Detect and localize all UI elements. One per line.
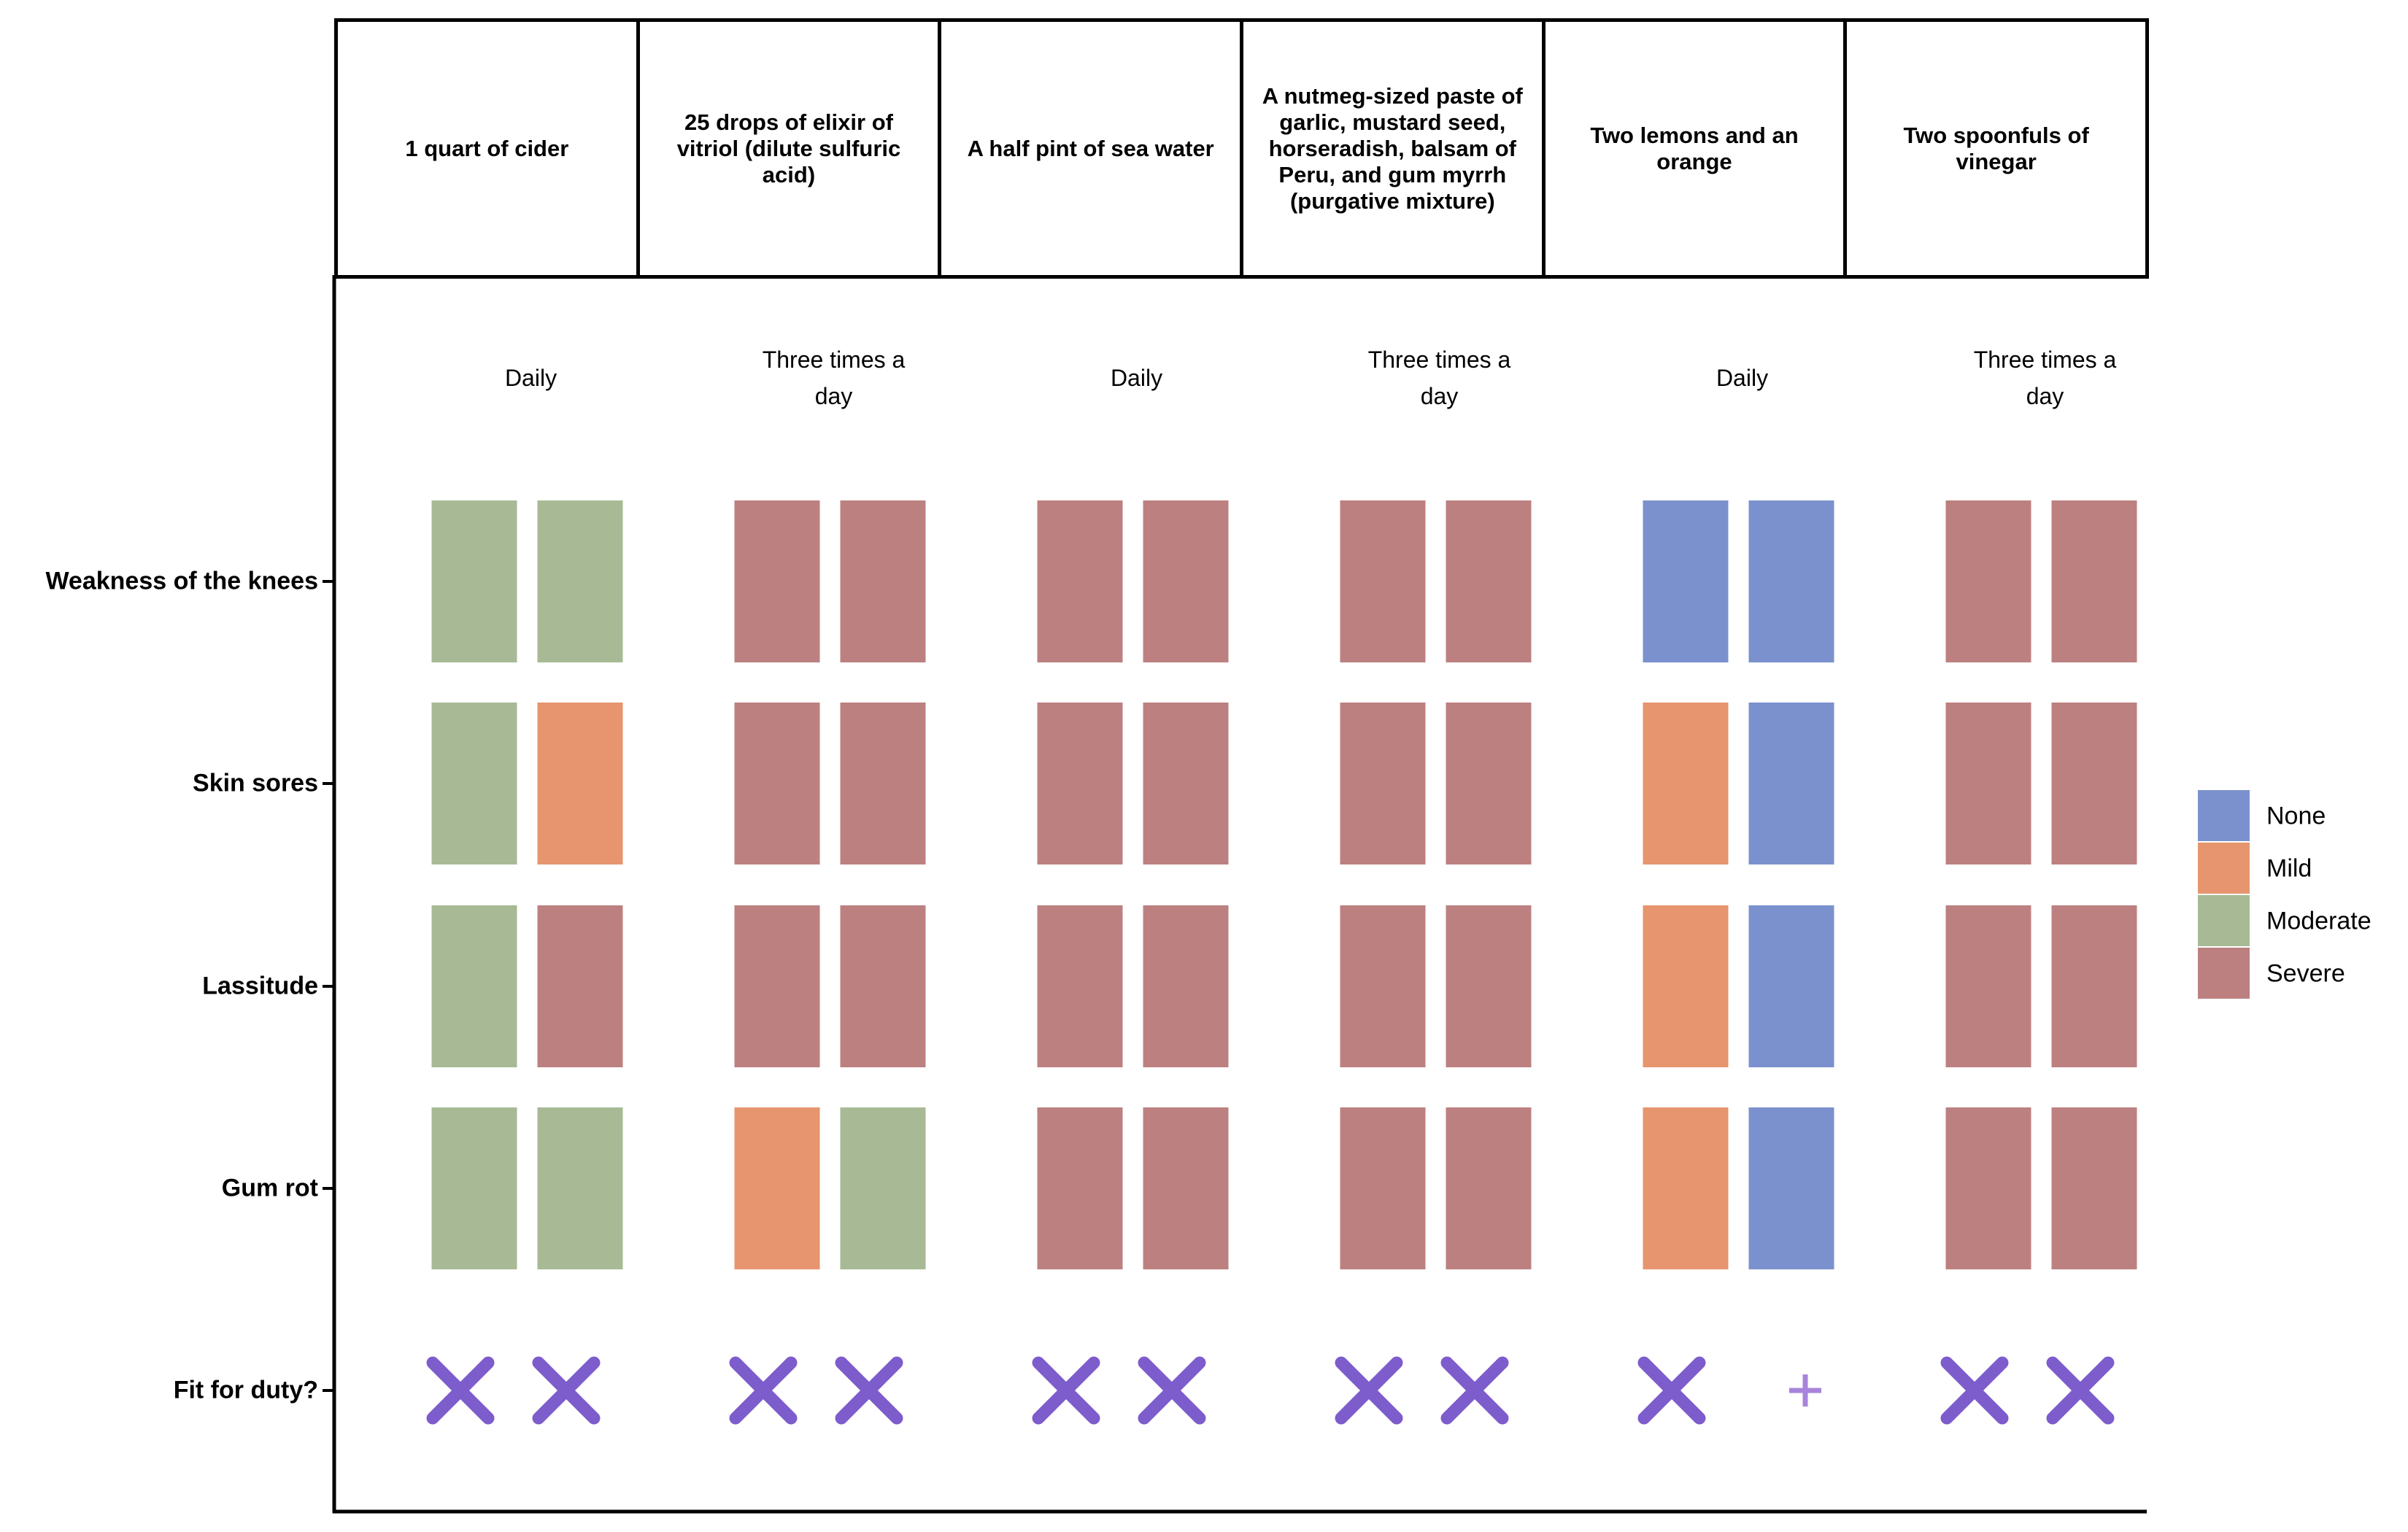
treatment-label: 25 drops of elixir of vitriol (dilute su…: [676, 109, 901, 187]
legend-label-severe: Severe: [2266, 959, 2345, 988]
frequency-label-6: Three times a day: [1973, 347, 2117, 409]
tile-t6-skin-sores-p1-severe: [1945, 703, 2031, 864]
tile-t4-lassitude-p1-severe: [1340, 905, 1426, 1067]
legend-label-moderate: Moderate: [2266, 907, 2372, 935]
frequency-label-3: Daily: [1110, 365, 1163, 391]
fit-cross-t5-p1: [1637, 1356, 1706, 1425]
tile-t3-gum-rot-p2-severe: [1143, 1107, 1229, 1269]
tile-t5-lassitude-p2-none: [1748, 905, 1834, 1067]
tile-t5-skin-sores-p2-none: [1748, 703, 1834, 864]
tile-t2-skin-sores-p2-severe: [840, 703, 926, 864]
tile-t6-lassitude-p1-severe: [1945, 905, 2031, 1067]
treatment-label: Two lemons and an orange: [1590, 122, 1799, 174]
tile-t1-weakness-of-the-knees-p1-moderate: [431, 500, 517, 662]
legend-label-none: None: [2266, 802, 2326, 830]
tile-t1-gum-rot-p2-moderate: [537, 1107, 623, 1269]
fit-markers: [426, 1356, 2115, 1425]
row-label-gum-rot: Gum rot: [221, 1174, 318, 1202]
legend-key-moderate: [2198, 895, 2250, 946]
legend-keys: [2198, 790, 2250, 999]
treatment-label: Two spoonfuls of vinegar: [1903, 122, 2089, 174]
tile-t6-gum-rot-p2-severe: [2051, 1107, 2137, 1269]
treatment-header-4: A nutmeg-sized paste of garlic, mustard …: [1240, 18, 1545, 279]
tile-t5-weakness-of-the-knees-p2-none: [1748, 500, 1834, 662]
treatment-label: A half pint of sea water: [967, 135, 1214, 161]
tile-t2-lassitude-p1-severe: [734, 905, 820, 1067]
tile-t2-lassitude-p2-severe: [840, 905, 926, 1067]
legend-key-none: [2198, 790, 2250, 841]
treatment-header-2: 25 drops of elixir of vitriol (dilute su…: [636, 18, 942, 279]
tile-t3-weakness-of-the-knees-p1-severe: [1037, 500, 1123, 662]
tile-t4-gum-rot-p1-severe: [1340, 1107, 1426, 1269]
tile-t2-weakness-of-the-knees-p1-severe: [734, 500, 820, 662]
fit-cross-t2-p2: [835, 1356, 903, 1425]
tile-t1-skin-sores-p1-moderate: [431, 703, 517, 864]
frequency-label-4: Three times a day: [1367, 347, 1511, 409]
tile-t5-skin-sores-p1-mild: [1643, 703, 1729, 864]
tile-t4-gum-rot-p2-severe: [1446, 1107, 1532, 1269]
tile-t2-gum-rot-p2-moderate: [840, 1107, 926, 1269]
tile-t3-gum-rot-p1-severe: [1037, 1107, 1123, 1269]
tile-t1-weakness-of-the-knees-p2-moderate: [537, 500, 623, 662]
tile-t2-skin-sores-p1-severe: [734, 703, 820, 864]
tile-t2-weakness-of-the-knees-p2-severe: [840, 500, 926, 662]
tile-t1-lassitude-p2-severe: [537, 905, 623, 1067]
tile-t1-lassitude-p1-moderate: [431, 905, 517, 1067]
tile-t1-skin-sores-p2-mild: [537, 703, 623, 864]
tile-t4-lassitude-p2-severe: [1446, 905, 1532, 1067]
fit-cross-t2-p1: [729, 1356, 798, 1425]
fit-cross-t3-p2: [1138, 1356, 1206, 1425]
frequency-label-1: Daily: [504, 365, 557, 391]
fit-cross-t1-p2: [532, 1356, 601, 1425]
tile-t5-gum-rot-p2-none: [1748, 1107, 1834, 1269]
tile-t6-lassitude-p2-severe: [2051, 905, 2137, 1067]
tile-t5-lassitude-p1-mild: [1643, 905, 1729, 1067]
tile-t2-gum-rot-p1-mild: [734, 1107, 820, 1269]
tile-t6-gum-rot-p1-severe: [1945, 1107, 2031, 1269]
treatment-header-6: Two spoonfuls of vinegar: [1843, 18, 2149, 279]
tile-t6-weakness-of-the-knees-p2-severe: [2051, 500, 2137, 662]
fit-plus-t5-p2: [1789, 1374, 1821, 1407]
tile-t3-weakness-of-the-knees-p2-severe: [1143, 500, 1229, 662]
tile-t6-skin-sores-p2-severe: [2051, 703, 2137, 864]
fit-cross-t4-p2: [1440, 1356, 1509, 1425]
row-label-fit-for-duty: Fit for duty?: [173, 1376, 318, 1404]
treatment-header-5: Two lemons and an orange: [1541, 18, 1848, 279]
fit-cross-t6-p1: [1940, 1356, 2009, 1425]
treatment-label: A nutmeg-sized paste of garlic, mustard …: [1262, 82, 1523, 214]
tile-t3-lassitude-p1-severe: [1037, 905, 1123, 1067]
axis-lines: [323, 275, 2147, 1514]
tile-t4-weakness-of-the-knees-p2-severe: [1446, 500, 1532, 662]
row-label-weakness-of-the-knees: Weakness of the knees: [45, 567, 318, 595]
frequency-label-2: Three times a day: [762, 347, 906, 409]
frequency-label-5: Daily: [1716, 365, 1769, 391]
row-label-skin-sores: Skin sores: [193, 769, 318, 797]
legend-label-mild: Mild: [2266, 854, 2312, 883]
treatment-header-1: 1 quart of cider: [334, 18, 640, 279]
treatment-header-3: A half pint of sea water: [938, 18, 1243, 279]
tile-t3-skin-sores-p2-severe: [1143, 703, 1229, 864]
fit-cross-t6-p2: [2046, 1356, 2115, 1425]
tile-t5-gum-rot-p1-mild: [1643, 1107, 1729, 1269]
legend-key-mild: [2198, 843, 2250, 894]
tile-t5-weakness-of-the-knees-p1-none: [1643, 500, 1729, 662]
severity-tiles: [431, 500, 2137, 1269]
fit-cross-t4-p1: [1335, 1356, 1403, 1425]
treatment-label: 1 quart of cider: [405, 135, 569, 161]
fit-cross-t3-p1: [1032, 1356, 1100, 1425]
tile-t3-skin-sores-p1-severe: [1037, 703, 1123, 864]
tile-t4-skin-sores-p2-severe: [1446, 703, 1532, 864]
fit-cross-t1-p1: [426, 1356, 495, 1425]
legend-key-severe: [2198, 948, 2250, 999]
tile-t4-weakness-of-the-knees-p1-severe: [1340, 500, 1426, 662]
tile-t3-lassitude-p2-severe: [1143, 905, 1229, 1067]
tile-t4-skin-sores-p1-severe: [1340, 703, 1426, 864]
tile-t1-gum-rot-p1-moderate: [431, 1107, 517, 1269]
row-label-lassitude: Lassitude: [202, 972, 318, 1000]
tile-t6-weakness-of-the-knees-p1-severe: [1945, 500, 2031, 662]
